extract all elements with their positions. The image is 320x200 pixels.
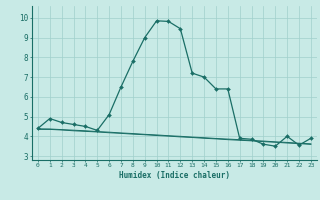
X-axis label: Humidex (Indice chaleur): Humidex (Indice chaleur) [119,171,230,180]
